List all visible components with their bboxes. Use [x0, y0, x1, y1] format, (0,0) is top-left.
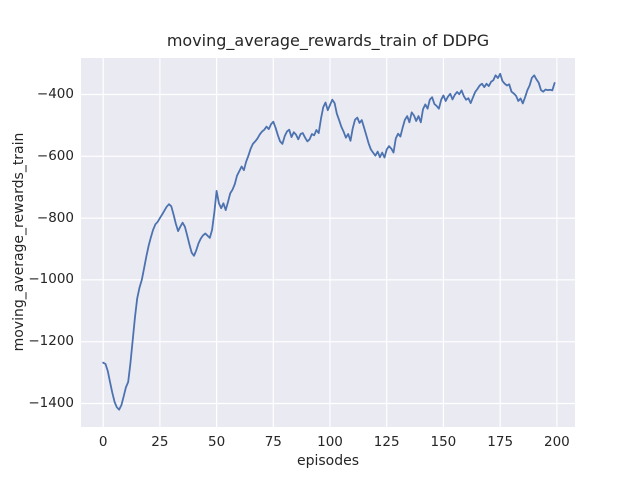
y-tick-label: −600	[36, 147, 74, 164]
x-tick-label: 25	[151, 434, 169, 450]
y-axis-label: moving_average_rewards_train	[11, 132, 27, 352]
chart-title: moving_average_rewards_train of DDPG	[166, 31, 490, 50]
x-tick-label: 125	[373, 434, 400, 450]
x-tick-label: 100	[317, 434, 343, 450]
x-tick-label: 75	[264, 434, 282, 450]
y-tick-labels: −400 −600 −800 −1000 −1200 −1400	[0, 0, 74, 480]
plot-area	[81, 58, 575, 427]
plot-svg	[81, 58, 575, 427]
y-tick-label: −1400	[28, 395, 74, 411]
y-tick-label: −400	[36, 86, 74, 102]
x-tick-label: 50	[208, 434, 226, 450]
x-tick-label: 200	[544, 434, 570, 450]
y-tick-label: −1000	[28, 271, 74, 288]
x-tick-label: 0	[98, 434, 108, 450]
y-tick-label: −1200	[28, 333, 74, 350]
x-tick-label: 150	[430, 434, 457, 450]
y-tick-label: −800	[36, 209, 74, 226]
x-axis-label: episodes	[296, 453, 360, 469]
x-tick-labels: 0 25 50 75 100 125 150 175 200	[81, 434, 575, 450]
x-tick-label: 175	[487, 434, 514, 450]
